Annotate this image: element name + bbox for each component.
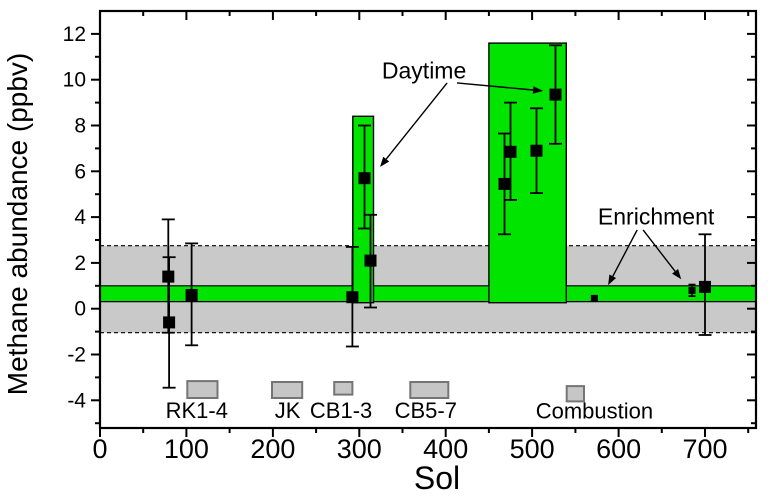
- y-tick-label: -2: [67, 344, 86, 367]
- campaign-box-rk1-4: [186, 380, 219, 400]
- annotation-arrow-head: [608, 274, 617, 286]
- data-point-group: [364, 213, 377, 309]
- annotation-enrichment: [608, 229, 682, 286]
- x-tick-label: 300: [337, 434, 382, 464]
- data-point-group: [185, 242, 199, 347]
- data-point-group: [549, 44, 562, 145]
- data-point-marker: [185, 289, 198, 301]
- annotation-daytime: [380, 82, 544, 167]
- data-point-group: [498, 132, 511, 236]
- annotation-arrow-head: [672, 269, 682, 280]
- y-tick-label: 6: [74, 160, 86, 183]
- x-tick-label: 500: [510, 434, 555, 464]
- elevated-methane-box: [488, 42, 567, 304]
- x-tick-label: 600: [596, 434, 641, 464]
- data-point-group: [530, 107, 543, 195]
- data-point-marker: [364, 254, 377, 267]
- annotation-daytime-text: Daytime: [382, 57, 466, 83]
- x-tick-label: 100: [164, 434, 209, 464]
- campaign-box-cb1-3: [333, 381, 354, 396]
- campaign-label-cb5-7: CB5-7: [395, 398, 457, 423]
- campaign-box-cb5-7: [409, 381, 450, 399]
- x-tick-label: 700: [682, 434, 727, 464]
- data-point-group: [688, 283, 696, 298]
- annotation-arrow-line: [612, 229, 638, 277]
- data-point-group: [504, 101, 517, 201]
- campaign-label-combustion: Combustion: [536, 399, 653, 424]
- y-tick-label: 12: [63, 23, 86, 46]
- y-tick-label: 0: [74, 298, 86, 321]
- data-point-group: [590, 294, 598, 302]
- baseline-band: [100, 285, 756, 302]
- data-point-group: [698, 233, 712, 336]
- data-point-marker: [504, 145, 517, 158]
- y-axis-title: Methane abundance (ppbv): [2, 53, 33, 395]
- data-point-marker: [590, 294, 598, 302]
- annotation-arrow-line: [385, 82, 448, 160]
- annotation-arrow-head: [380, 156, 390, 167]
- y-tick-label: 8: [74, 115, 86, 138]
- data-point-marker: [163, 316, 176, 329]
- campaign-label-jk: JK: [275, 398, 301, 423]
- data-point-marker: [358, 172, 371, 185]
- y-tick-label: 10: [63, 69, 86, 92]
- data-point-group: [358, 124, 371, 230]
- campaign-label-cb1-3: CB1-3: [310, 398, 372, 423]
- y-tick-label: 2: [74, 252, 86, 275]
- plot-frame: [98, 9, 758, 430]
- data-point-marker: [549, 88, 562, 101]
- data-point-group: [162, 256, 176, 389]
- annotation-enrichment-text: Enrichment: [598, 203, 715, 229]
- y-tick-label: -4: [67, 389, 86, 412]
- annotation-arrow-line: [642, 229, 676, 272]
- x-tick-label: 200: [250, 434, 295, 464]
- annotation-arrow-line: [456, 82, 534, 91]
- annotation-arrow-head: [532, 86, 544, 94]
- y-tick-label: 4: [74, 206, 86, 229]
- data-point-marker: [699, 280, 711, 293]
- data-point-marker: [530, 144, 543, 157]
- data-point-marker: [498, 177, 511, 190]
- x-tick-label: 400: [423, 434, 468, 464]
- data-point-group: [345, 245, 359, 348]
- campaign-box-jk: [271, 381, 304, 399]
- campaign-label-rk1-4: RK1-4: [166, 398, 228, 423]
- campaign-box-combustion: [565, 385, 586, 403]
- x-axis-title: Sol: [414, 460, 460, 496]
- data-point-marker: [688, 286, 696, 294]
- x-tick-label: 0: [92, 434, 107, 464]
- data-point-marker: [346, 291, 359, 304]
